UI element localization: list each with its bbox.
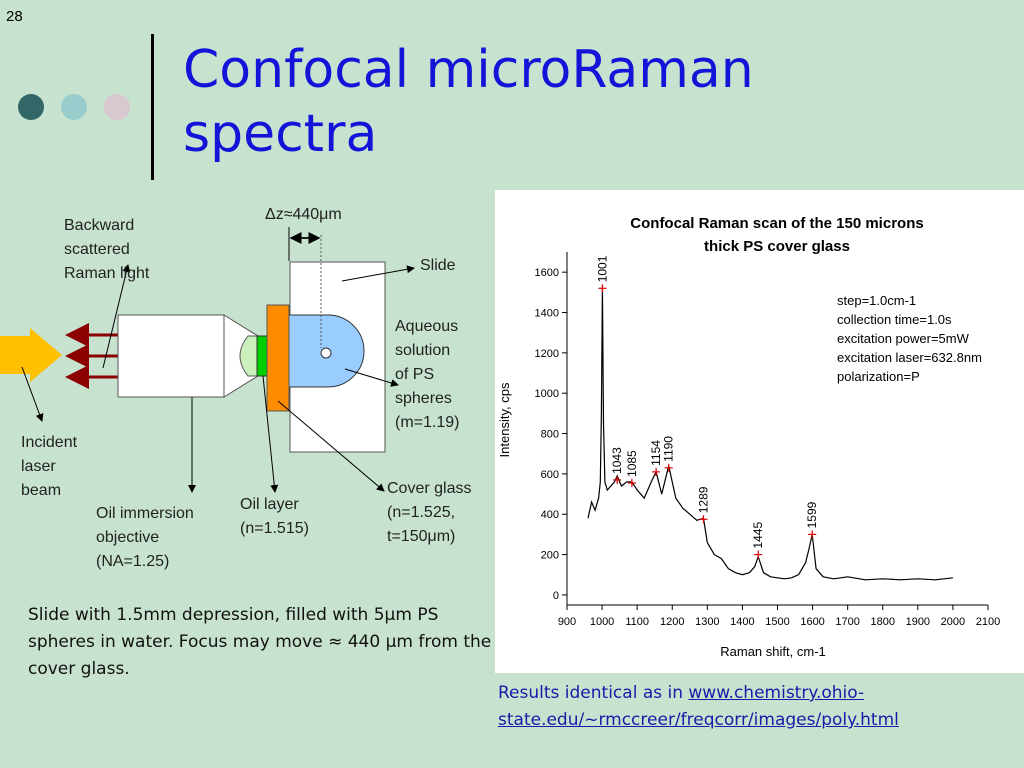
cover-glass-label: Cover glass (n=1.525, t=150μm): [387, 480, 472, 545]
dz-label: Δz≈440μm: [265, 206, 342, 223]
y-tick-label: 1200: [535, 348, 559, 360]
slide-label: Slide: [420, 257, 456, 274]
chart-axes: 900 1000 1100 1200 1300 1400 1500 1600 1700 1800 1…: [535, 252, 1000, 628]
x-tick-label: 2100: [976, 616, 1000, 628]
page-title: Confocal microRaman spectra: [183, 40, 754, 164]
objective-label: Oil immersion objective (NA=1.25): [96, 505, 194, 570]
x-tick-label: 900: [558, 616, 576, 628]
y-tick-label: 800: [541, 429, 559, 441]
peak-label: 1001: [595, 255, 609, 282]
chart-panel: Confocal Raman scan of the 150 microns t…: [495, 190, 1024, 673]
x-tick-label: 1200: [660, 616, 684, 628]
results-prefix: Results identical as in: [498, 683, 689, 703]
x-tick-label: 1600: [800, 616, 824, 628]
pointer-cover: [277, 400, 385, 492]
chart-annotation: step=1.0cm-1 collection time=1.0s excitati…: [837, 293, 982, 384]
peak-label: 1599: [805, 501, 819, 528]
cover-glass: [266, 304, 290, 412]
pointer-slide: [341, 265, 415, 282]
annotation-line: step=1.0cm-1: [837, 293, 916, 308]
peak-label: 1190: [662, 436, 676, 462]
chart-title-line-2: thick PS cover glass: [704, 238, 850, 255]
peak-label: 1085: [625, 450, 639, 477]
x-tick-label: 1800: [871, 616, 895, 628]
x-tick-label: 1100: [625, 616, 649, 628]
x-tick-label: 2000: [941, 616, 965, 628]
results-text: Results identical as in www.chemistry.oh…: [498, 680, 1024, 734]
y-tick-label: 0: [553, 590, 559, 602]
objective-body: [117, 314, 225, 398]
y-tick-label: 400: [541, 509, 559, 521]
chart-title-line-1: Confocal Raman scan of the 150 microns: [630, 215, 923, 232]
laser-beam: [0, 328, 62, 382]
objective-lens: [239, 335, 259, 377]
annotation-line: excitation laser=632.8nm: [837, 350, 982, 365]
decor-dot-1: [18, 94, 44, 120]
results-link[interactable]: www.chemistry.ohio-state.edu/~rmccreer/f…: [498, 683, 899, 730]
x-tick-label: 1700: [835, 616, 859, 628]
x-axis-label: Raman shift, cm-1: [720, 644, 825, 659]
oil-layer-label: Oil layer (n=1.515): [240, 496, 309, 537]
title-bar: [151, 34, 154, 180]
x-tick-label: 1500: [765, 616, 789, 628]
annotation-line: collection time=1.0s: [837, 312, 952, 327]
series-line: [587, 288, 953, 581]
y-tick-label: 1400: [535, 308, 559, 320]
peak-label: 1154: [649, 440, 663, 466]
y-tick-label: 1000: [535, 388, 559, 400]
y-tick-label: 200: [541, 550, 559, 562]
slide-number: 28: [6, 8, 23, 25]
incident-label: Incident laser beam: [21, 434, 78, 499]
raman-chart: Confocal Raman scan of the 150 microns t…: [497, 215, 1000, 659]
x-tick-label: 1300: [695, 616, 719, 628]
x-tick-label: 1900: [906, 616, 930, 628]
x-tick-label: 1400: [730, 616, 754, 628]
y-tick-label: 1600: [535, 267, 559, 279]
oil-layer: [256, 335, 268, 377]
pointer-oil: [262, 375, 279, 493]
focus-point: [320, 347, 332, 359]
aqueous-label: Aqueous solution of PS spheres (m=1.19): [395, 318, 460, 431]
backward-scattered-label: Backward scattered Raman light: [64, 217, 150, 282]
peak-label: 1043: [610, 447, 624, 474]
x-tick-label: 1000: [590, 616, 614, 628]
setup-diagram: [0, 227, 415, 493]
pointer-incident: [21, 366, 44, 422]
y-axis-label: Intensity, cps: [497, 382, 512, 457]
pointer-backward: [102, 264, 131, 369]
y-tick-label: 600: [541, 469, 559, 481]
peak-label: 1445: [751, 522, 765, 549]
annotation-line: polarization=P: [837, 369, 920, 384]
annotation-line: excitation power=5mW: [837, 331, 970, 346]
caption: Slide with 1.5mm depression, filled with…: [28, 605, 492, 679]
decor-dot-3: [104, 94, 130, 120]
peak-label: 1289: [696, 486, 710, 513]
pointer-aqueous: [344, 368, 399, 387]
decor-dot-2: [61, 94, 87, 120]
